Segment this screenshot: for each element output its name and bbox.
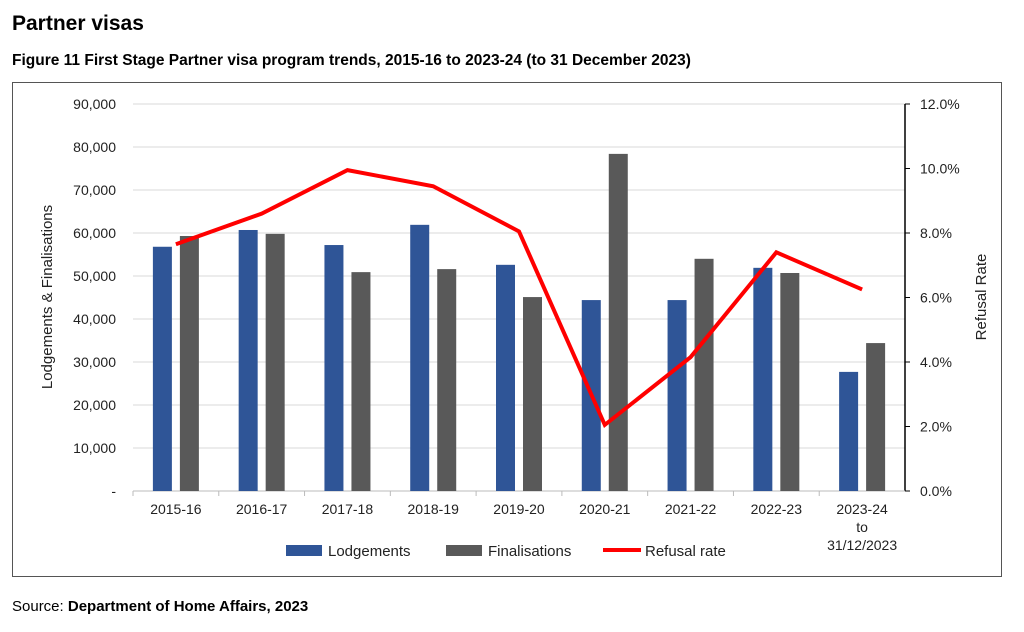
legend-swatch-1: [446, 545, 482, 556]
refusal-rate-line: [175, 168, 863, 429]
x-tick-label: 2022-23: [751, 501, 803, 517]
y-tick-label: 30,000: [73, 354, 116, 370]
y-tick-label: 90,000: [73, 96, 116, 112]
bar-lodgements: [238, 229, 258, 492]
bar-lodgements: [839, 371, 859, 491]
source-text: Department of Home Affairs, 2023: [67, 598, 309, 615]
y2-tick-label: 6.0%: [920, 290, 952, 306]
legend-swatch-0: [286, 545, 322, 556]
bar-finalisations: [866, 343, 886, 491]
x-tick-label: 2021-22: [665, 501, 717, 517]
x-tick-label: 2015-16: [150, 501, 202, 517]
legend-label: Refusal rate: [645, 543, 726, 560]
x-tick-label: 2019-20: [493, 501, 545, 517]
source-label: Source:: [12, 598, 68, 615]
figure-title: Figure 11 First Stage Partner visa progr…: [12, 52, 691, 69]
y2-tick-label: 2.0%: [920, 419, 952, 435]
bar-lodgements: [410, 224, 430, 491]
y-tick-label: 40,000: [73, 311, 116, 327]
bar-finalisations: [437, 269, 457, 491]
bar-finalisations: [608, 153, 628, 491]
y-axis-title: Lodgements & Finalisations: [39, 205, 56, 389]
x-tick-label: 2018-19: [408, 501, 460, 517]
y2-tick-label: 0.0%: [920, 483, 952, 499]
source-note: Source: Department of Home Affairs, 2023: [12, 598, 308, 615]
section-heading: Partner visas: [12, 12, 144, 35]
y-tick-label: 20,000: [73, 397, 116, 413]
y-tick-label: 80,000: [73, 139, 116, 155]
legend-label: Lodgements: [328, 543, 411, 560]
bar-finalisations: [351, 272, 371, 491]
y-tick-label: 10,000: [73, 440, 116, 456]
y2-axis-title: Refusal Rate: [973, 254, 990, 341]
y2-tick-label: 8.0%: [920, 225, 952, 241]
bar-finalisations: [780, 272, 800, 491]
y2-tick-label: 12.0%: [920, 96, 960, 112]
bar-finalisations: [523, 297, 542, 491]
bar-lodgements: [753, 267, 773, 491]
y2-tick-label: 10.0%: [920, 161, 960, 177]
bar-lodgements: [667, 300, 687, 491]
bar-lodgements: [324, 245, 344, 491]
bar-finalisations: [265, 233, 285, 492]
x-tick-label: 2023-24: [836, 501, 888, 517]
y-tick-label: 70,000: [73, 182, 116, 198]
x-tick-label: 2020-21: [579, 501, 631, 517]
bar-finalisations: [179, 236, 199, 491]
y-tick-label: -: [111, 483, 116, 499]
y-tick-label: 60,000: [73, 225, 116, 241]
y-tick-label: 50,000: [73, 268, 116, 284]
legend-label: Finalisations: [488, 543, 571, 560]
bar-lodgements: [496, 264, 515, 491]
x-tick-label: 31/12/2023: [827, 537, 897, 553]
x-tick-label: 2016-17: [236, 501, 288, 517]
bar-finalisations: [694, 258, 714, 491]
x-tick-label: 2017-18: [322, 501, 374, 517]
y2-tick-label: 4.0%: [920, 354, 952, 370]
bar-lodgements: [152, 246, 172, 491]
x-tick-label: to: [856, 519, 868, 535]
chart-frame: [12, 82, 1002, 577]
